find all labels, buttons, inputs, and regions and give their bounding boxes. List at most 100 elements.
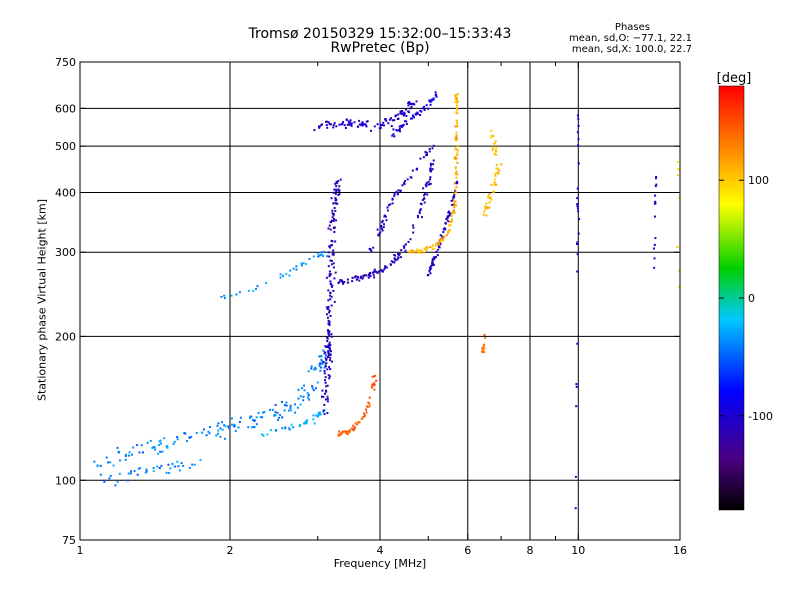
data-point [127, 472, 130, 475]
data-point [271, 408, 274, 411]
data-point [326, 384, 329, 387]
data-point [450, 199, 453, 202]
data-point [414, 251, 417, 254]
data-point [124, 455, 127, 457]
data-point [349, 123, 352, 126]
data-point [435, 251, 438, 253]
data-point [399, 130, 402, 133]
data-point [327, 265, 330, 268]
data-point [432, 163, 435, 166]
data-point [333, 226, 336, 229]
data-point [391, 197, 394, 200]
data-point [376, 228, 379, 231]
data-point [500, 163, 503, 166]
data-point [318, 355, 321, 358]
data-point [381, 124, 384, 126]
data-point [193, 463, 196, 466]
data-point [576, 197, 579, 200]
data-point [574, 475, 577, 478]
data-point [325, 120, 327, 123]
data-point [133, 470, 136, 472]
data-point [456, 121, 459, 124]
data-point [410, 249, 413, 252]
data-point [335, 190, 338, 193]
data-point [456, 112, 459, 115]
data-point [328, 334, 331, 337]
data-point [353, 427, 356, 430]
data-point [375, 379, 378, 382]
data-point [108, 477, 111, 480]
data-point [409, 107, 412, 110]
data-point [396, 129, 399, 132]
colorbar-tick-label: 100 [748, 174, 769, 187]
data-point [456, 144, 459, 147]
data-point [279, 276, 282, 279]
data-point [423, 251, 426, 254]
data-point [426, 246, 429, 249]
data-point [325, 390, 328, 393]
data-point [342, 282, 345, 285]
x-tick-label: 4 [377, 544, 384, 557]
data-point [393, 261, 396, 264]
data-point [320, 253, 323, 256]
data-point [449, 212, 452, 215]
data-point [456, 180, 459, 183]
data-point [329, 259, 332, 262]
data-point [336, 202, 339, 205]
data-point [496, 167, 499, 170]
data-point [261, 416, 264, 419]
data-point [335, 219, 337, 222]
data-point [146, 441, 149, 444]
data-point [418, 210, 421, 213]
data-point [361, 121, 364, 124]
data-point [429, 176, 432, 179]
data-point [310, 367, 313, 370]
data-point [377, 270, 380, 273]
data-point [217, 432, 219, 435]
data-point [575, 385, 578, 388]
data-point [347, 120, 350, 123]
x-tick-label: 2 [227, 544, 234, 557]
data-point [332, 124, 335, 127]
data-point [429, 168, 431, 171]
x-tick-label: 6 [464, 544, 471, 557]
data-point [456, 101, 458, 104]
data-point [455, 135, 458, 138]
data-point [402, 124, 404, 127]
data-point [137, 467, 140, 470]
data-point [255, 416, 258, 419]
data-point [453, 157, 456, 160]
data-point [400, 126, 403, 128]
data-point [118, 472, 121, 475]
data-point [397, 113, 400, 116]
data-point [208, 426, 211, 428]
data-point [349, 428, 352, 431]
data-point [341, 122, 344, 125]
data-point [327, 319, 330, 322]
data-point [304, 263, 307, 266]
data-point [199, 459, 202, 462]
data-point [161, 450, 164, 453]
data-point [395, 129, 398, 132]
data-point [224, 437, 226, 440]
data-point [453, 211, 456, 214]
data-point [338, 280, 341, 283]
data-point [427, 180, 430, 183]
data-point [437, 243, 440, 246]
data-point [676, 174, 679, 177]
data-point [443, 235, 446, 238]
data-point [305, 422, 308, 425]
data-point [394, 115, 397, 118]
data-point [326, 313, 328, 316]
data-point [483, 347, 486, 350]
data-point [132, 446, 135, 449]
data-point [384, 266, 387, 269]
data-point [263, 411, 266, 414]
data-point [575, 383, 578, 386]
data-point [383, 215, 386, 218]
data-point [454, 136, 457, 139]
data-point [339, 279, 342, 281]
data-point [290, 409, 293, 412]
data-point [328, 224, 331, 227]
data-point [498, 169, 501, 172]
